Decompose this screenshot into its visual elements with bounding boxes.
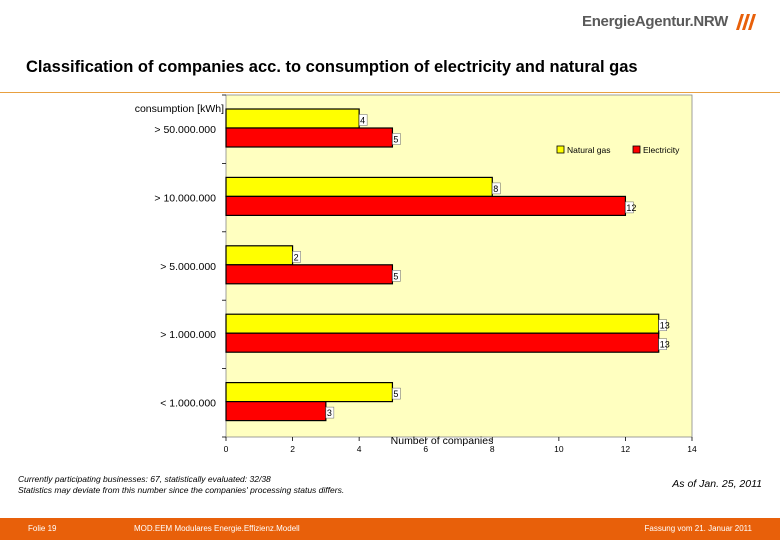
bar-electricity	[225, 332, 660, 353]
x-axis-label: Number of companies	[391, 435, 494, 447]
x-tick-label: 14	[687, 444, 697, 454]
bar-natural-gas	[225, 108, 360, 129]
data-label: 13	[660, 340, 670, 350]
x-tick-label: 0	[224, 444, 229, 454]
category-label: > 1.000.000	[160, 329, 216, 341]
data-label: 2	[294, 252, 299, 262]
data-label-box	[492, 182, 501, 195]
footer-version-date: Fassung vom 21. Januar 2011	[644, 524, 752, 533]
data-label-box	[392, 387, 401, 400]
data-label: 8	[493, 184, 498, 194]
bar-electricity	[225, 401, 327, 422]
bar-natural-gas	[225, 382, 394, 403]
bar-natural-gas	[225, 176, 493, 197]
x-tick-label: 6	[423, 444, 428, 454]
data-label-box	[392, 270, 401, 282]
category-label: > 5.000.000	[160, 261, 216, 273]
data-label: 5	[393, 271, 398, 281]
data-label-box	[658, 319, 667, 331]
category-axis-label: consumption [kWh]	[135, 103, 224, 115]
bar-electricity	[225, 195, 627, 216]
bar-electricity	[225, 264, 394, 285]
data-label-box	[325, 406, 335, 419]
bar-natural-gas	[225, 313, 660, 334]
footer-slide-number: Folie 19	[28, 524, 57, 533]
legend-label: Natural gas	[567, 145, 610, 155]
data-label-box	[392, 133, 401, 145]
title-divider	[0, 92, 780, 93]
x-tick-label: 10	[554, 444, 564, 454]
data-label-box	[625, 201, 634, 214]
bar-natural-gas	[225, 245, 294, 266]
note-deviation: Statistics may deviate from this number …	[18, 485, 345, 495]
logo-mark-icon	[736, 14, 756, 30]
legend-swatch	[632, 145, 641, 154]
legend-swatch	[556, 145, 565, 154]
category-label: > 10.000.000	[154, 192, 216, 204]
as-of-date: As of Jan. 25, 2011	[672, 478, 762, 490]
data-label: 5	[393, 389, 398, 399]
x-tick-label: 8	[490, 444, 495, 454]
logo: EnergieAgentur.NRW	[582, 10, 756, 32]
data-label: 3	[327, 408, 332, 418]
data-label: 4	[360, 116, 365, 126]
category-label: > 50.000.000	[154, 124, 216, 136]
x-tick-label: 2	[290, 444, 295, 454]
data-label-box	[292, 251, 301, 263]
data-label: 12	[626, 203, 636, 213]
bar-electricity	[225, 127, 394, 148]
category-label: < 1.000.000	[160, 398, 216, 410]
footer-model-name: MOD.EEM Modulares Energie.Effizienz.Mode…	[134, 524, 300, 533]
page-title: Classification of companies acc. to cons…	[26, 58, 638, 76]
data-label-box	[358, 114, 368, 126]
x-tick-label: 4	[357, 444, 362, 454]
data-label: 13	[660, 321, 670, 331]
data-label: 5	[393, 135, 398, 145]
logo-text: EnergieAgentur.NRW	[581, 12, 728, 30]
footer-bar: Folie 19 MOD.EEM Modulares Energie.Effiz…	[0, 518, 780, 540]
note-participants: Currently participating businesses: 67, …	[18, 474, 271, 484]
data-label-box	[658, 338, 667, 350]
legend-label: Electricity	[643, 145, 680, 155]
x-tick-label: 12	[621, 444, 631, 454]
